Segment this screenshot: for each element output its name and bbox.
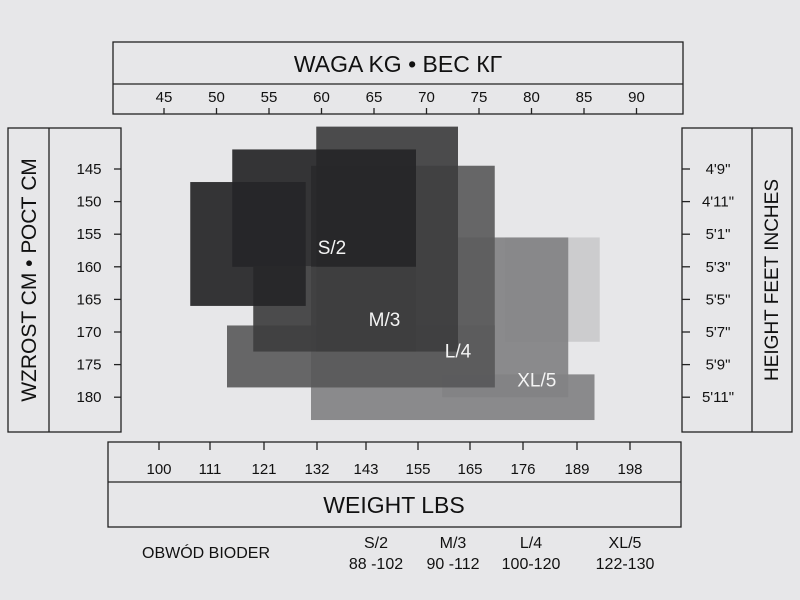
bottom-tick-label: 176 xyxy=(510,461,535,478)
hip-range-value: 100-120 xyxy=(502,556,561,573)
left-tick-label: 180 xyxy=(76,389,101,406)
top-tick-label: 70 xyxy=(418,89,435,106)
bottom-tick-label: 165 xyxy=(457,461,482,478)
bottom-tick-label: 155 xyxy=(405,461,430,478)
size-regions: S/2 M/3 L/4 XL/5 xyxy=(190,126,600,421)
hip-size-label: S/2 xyxy=(364,535,388,552)
right-tick-label: 5'5" xyxy=(706,291,731,308)
top-tick-label: 65 xyxy=(366,89,383,106)
hip-size-label: L/4 xyxy=(520,535,542,552)
right-axis-box xyxy=(681,127,793,433)
top-tick-label: 60 xyxy=(313,89,330,106)
hip-size-label: M/3 xyxy=(440,535,467,552)
left-tick-label: 165 xyxy=(76,291,101,308)
bottom-tick-label: 198 xyxy=(617,461,642,478)
top-tick-label: 85 xyxy=(576,89,593,106)
left-axis-ticks: 145 150 155 160 165 170 175 180 xyxy=(76,161,121,406)
left-tick-label: 145 xyxy=(76,161,101,178)
bottom-tick-label: 111 xyxy=(199,461,222,478)
right-tick-label: 5'9" xyxy=(706,357,731,374)
right-tick-label: 4'11" xyxy=(702,194,734,211)
hip-range-value: 90 -112 xyxy=(426,556,479,573)
size-label-s2: S/2 xyxy=(318,238,347,259)
bottom-tick-label: 100 xyxy=(146,461,171,478)
left-axis-title: WZROST CM • РОСТ СМ xyxy=(18,158,41,402)
bottom-tick-label: 143 xyxy=(353,461,378,478)
hip-table-label: OBWÓD BIODER xyxy=(142,543,270,562)
left-tick-label: 160 xyxy=(76,259,101,276)
hip-size-label: XL/5 xyxy=(609,535,642,552)
left-tick-label: 155 xyxy=(76,226,101,243)
right-tick-label: 5'3" xyxy=(706,259,731,276)
size-label-l4: L/4 xyxy=(445,341,472,362)
top-tick-label: 80 xyxy=(523,89,540,106)
top-tick-label: 75 xyxy=(471,89,488,106)
top-axis-box xyxy=(112,41,684,115)
bottom-axis-title: WEIGHT LBS xyxy=(323,492,464,518)
left-tick-label: 175 xyxy=(76,357,101,374)
bottom-tick-label: 189 xyxy=(564,461,589,478)
top-tick-label: 45 xyxy=(156,89,173,106)
bottom-tick-label: 132 xyxy=(304,461,329,478)
top-axis-title: WAGA KG • ВЕС КГ xyxy=(294,51,503,77)
bottom-tick-label: 121 xyxy=(251,461,276,478)
right-axis-ticks: 4'9" 4'11" 5'1" 5'3" 5'5" 5'7" 5'9" 5'11" xyxy=(682,161,734,406)
size-label-m3: M/3 xyxy=(369,310,401,331)
bottom-axis-box xyxy=(107,441,682,528)
hip-range-value: 122-130 xyxy=(596,556,655,573)
top-tick-label: 50 xyxy=(208,89,225,106)
size-region-s2 xyxy=(232,149,416,267)
left-tick-label: 170 xyxy=(76,324,101,341)
top-tick-label: 55 xyxy=(261,89,278,106)
right-tick-label: 5'7" xyxy=(706,324,731,341)
left-tick-label: 150 xyxy=(76,194,101,211)
left-axis-box xyxy=(7,127,122,433)
hip-table: S/2 88 -102 M/3 90 -112 L/4 100-120 XL/5 122-13… xyxy=(349,535,655,573)
top-tick-label: 90 xyxy=(628,89,645,106)
right-tick-label: 5'11" xyxy=(702,389,734,406)
right-axis-title: HEIGHT FEET INCHES xyxy=(762,179,783,381)
top-axis-ticks: 45 50 55 60 65 70 75 80 85 90 xyxy=(156,89,645,114)
right-tick-label: 5'1" xyxy=(706,226,731,243)
bottom-axis-ticks: 100 111 121 132 143 155 165 176 189 198 xyxy=(146,442,643,478)
size-label-xl5: XL/5 xyxy=(517,371,556,392)
right-tick-label: 4'9" xyxy=(706,161,731,178)
hip-range-value: 88 -102 xyxy=(349,556,403,573)
